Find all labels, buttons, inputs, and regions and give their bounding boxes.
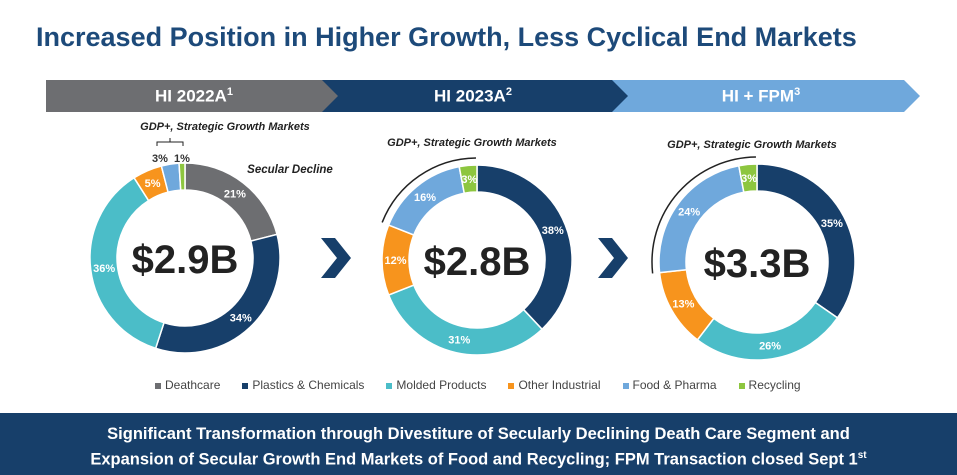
slice-label: 1% xyxy=(174,153,190,165)
slice-label: 38% xyxy=(542,225,564,237)
legend-label: Recycling xyxy=(748,378,801,392)
slice-label: 31% xyxy=(448,335,470,347)
slice-label: 3% xyxy=(741,173,757,185)
legend-swatch xyxy=(738,382,745,389)
legend-swatch xyxy=(386,382,393,389)
legend-item: Deathcare xyxy=(155,378,220,392)
bracket xyxy=(156,138,184,146)
chevron-right-icon xyxy=(598,238,628,278)
legend-item: Recycling xyxy=(738,378,801,392)
legend-swatch xyxy=(155,382,161,389)
legend-swatch xyxy=(622,382,629,389)
secular-annotation: Secular Decline xyxy=(247,164,333,176)
center-total: $3.3B xyxy=(704,242,811,286)
growth-arc xyxy=(651,156,756,274)
banner-3: HI + FPM3 xyxy=(612,80,920,112)
footer-line-1: Significant Transformation through Dives… xyxy=(107,425,850,443)
slice-label: 26% xyxy=(759,340,781,352)
legend-item: Other Industrial xyxy=(508,378,601,392)
banner-label: HI 2022A1 xyxy=(155,86,233,106)
slice-recycling xyxy=(458,164,478,195)
slice-label: 5% xyxy=(145,178,161,190)
slice-label: 16% xyxy=(414,192,436,204)
growth-arc xyxy=(381,157,476,223)
slice-label: 35% xyxy=(821,218,843,230)
footer-line-2: Expansion of Secular Growth End Markets … xyxy=(90,450,867,469)
center-total: $2.8B xyxy=(424,240,531,284)
legend-label: Food & Pharma xyxy=(632,378,717,392)
legend-label: Molded Products xyxy=(396,378,487,392)
slice-recycling xyxy=(737,163,758,194)
gdp-annotation: GDP+, Strategic Growth Markets xyxy=(140,121,310,133)
slice-label: 36% xyxy=(93,263,115,275)
page-title: Increased Position in Higher Growth, Les… xyxy=(36,22,857,52)
slice-label: 3% xyxy=(152,153,168,165)
banner-1: HI 2022A1 xyxy=(46,80,352,112)
legend-label: Other Industrial xyxy=(518,378,601,392)
legend-swatch xyxy=(508,382,515,389)
slice-label: 13% xyxy=(672,298,694,310)
banner-2: HI 2023A2 xyxy=(322,80,634,112)
legend-item: Plastics & Chemicals xyxy=(242,378,364,392)
gdp-annotation: GDP+, Strategic Growth Markets xyxy=(667,139,837,151)
gdp-annotation: GDP+, Strategic Growth Markets xyxy=(387,137,557,149)
banner-label: HI + FPM3 xyxy=(721,86,801,106)
slice-label: 3% xyxy=(461,174,477,186)
banner-label: HI 2023A2 xyxy=(434,86,512,106)
slice-plastics-chemicals xyxy=(756,163,856,319)
legend-item: Molded Products xyxy=(386,378,486,392)
slice-label: 34% xyxy=(230,312,252,324)
legend-swatch xyxy=(242,382,249,389)
footer-banner: Significant Transformation through Dives… xyxy=(0,413,957,475)
legend-label: Deathcare xyxy=(165,378,221,392)
legend: Deathcare Plastics & Chemicals Molded Prod… xyxy=(155,378,801,392)
center-total: $2.9B xyxy=(132,238,239,282)
legend-label: Plastics & Chemicals xyxy=(252,378,365,392)
slice-label: 24% xyxy=(678,207,700,219)
donut-charts: 21% 34% 36% 5% 3% 1% $2.9B GDP+, Strategic Grow… xyxy=(89,121,856,361)
slice-label: 21% xyxy=(224,189,246,201)
slice-label: 12% xyxy=(384,255,406,267)
legend-item: Food & Pharma xyxy=(622,378,717,392)
chevron-right-icon xyxy=(321,238,351,278)
slice-recycling xyxy=(178,162,186,191)
